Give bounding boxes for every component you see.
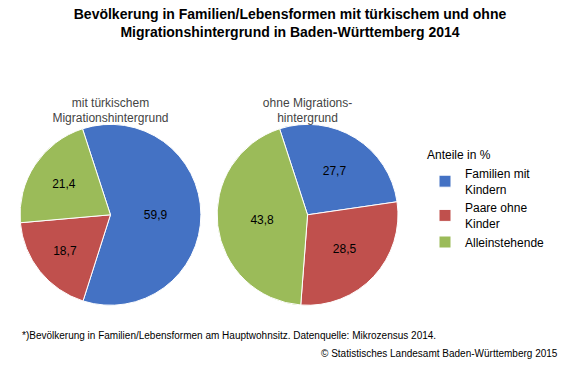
svg-text:Anteile in %: Anteile in % [427,148,491,162]
svg-text:18,7: 18,7 [53,244,77,258]
svg-text:Paare ohneKinder: Paare ohneKinder [465,201,527,231]
svg-text:43,8: 43,8 [250,213,274,227]
svg-text:mit türkischemMigrationshinter: mit türkischemMigrationshintergrund [52,96,168,126]
svg-text:Familien mitKindern: Familien mitKindern [465,167,530,197]
svg-text:59,9: 59,9 [144,208,168,222]
svg-text:© Statistisches Landesamt Bade: © Statistisches Landesamt Baden-Württemb… [321,348,558,359]
svg-text:21,4: 21,4 [52,177,76,191]
svg-text:*)Bevölkerung in Familien/Lebe: *)Bevölkerung in Familien/Lebensformen a… [22,330,436,341]
svg-text:27,7: 27,7 [323,164,347,178]
svg-text:Bevölkerung in Familien/Lebens: Bevölkerung in Familien/Lebensformen mit… [74,6,507,40]
svg-text:ohne Migrations-hintergrund: ohne Migrations-hintergrund [263,96,352,126]
svg-text:Alleinstehende: Alleinstehende [465,236,544,250]
svg-text:28,5: 28,5 [333,242,357,256]
